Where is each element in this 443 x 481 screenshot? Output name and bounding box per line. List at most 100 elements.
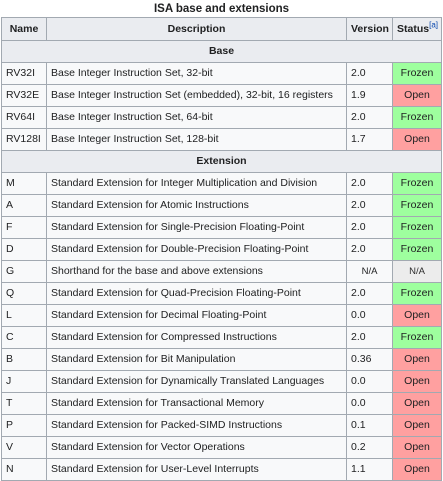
isa-description-cell: Base Integer Instruction Set (embedded),… [46,84,347,107]
isa-version-cell: N/A [346,260,393,283]
isa-description-cell: Standard Extension for Atomic Instructio… [46,194,347,217]
table-row: P Standard Extension for Packed-SIMD Inst… [1,414,442,437]
table-body: Base RV32I Base Integer Instruction Set, 3… [1,40,442,481]
status-badge: Open [392,348,442,371]
isa-name-cell: B [1,348,47,371]
status-badge: Open [392,370,442,393]
table-caption: ISA base and extensions [153,3,290,15]
section-title: Base [1,40,442,63]
isa-version-cell: 1.9 [346,84,393,107]
status-badge: N/A [392,260,442,283]
isa-version-cell: 0.0 [346,392,393,415]
isa-description-cell: Standard Extension for Packed-SIMD Instr… [46,414,347,437]
table-row: A Standard Extension for Atomic Instructi… [1,194,442,217]
isa-name-cell: RV32I [1,62,47,85]
table-row: G Shorthand for the base and above extens… [1,260,442,283]
isa-description-cell: Standard Extension for Double-Precision … [46,238,347,261]
table-row: J Standard Extension for Dynamically Tran… [1,370,442,393]
isa-version-cell: 1.1 [346,458,393,481]
table-row: V Standard Extension for Vector Operation… [1,436,442,459]
isa-description-cell: Base Integer Instruction Set, 32-bit [46,62,347,85]
column-header-name: Name [1,17,47,41]
isa-description-cell: Standard Extension for Decimal Floating-… [46,304,347,327]
isa-version-cell: 0.2 [346,436,393,459]
isa-name-cell: P [1,414,47,437]
isa-description-cell: Standard Extension for Dynamically Trans… [46,370,347,393]
table-row: D Standard Extension for Double-Precision… [1,238,442,261]
isa-description-cell: Standard Extension for User-Level Interr… [46,458,347,481]
isa-version-cell: 2.0 [346,326,393,349]
table-row: T Standard Extension for Transactional Me… [1,392,442,415]
isa-version-cell: 2.0 [346,238,393,261]
status-badge: Open [392,392,442,415]
status-badge: Open [392,84,442,107]
column-header-status: Status[a] [392,17,442,41]
table-row: L Standard Extension for Decimal Floating… [1,304,442,327]
status-badge: Frozen [392,172,442,195]
table-row: RV32I Base Integer Instruction Set, 32-bi… [1,62,442,85]
isa-version-cell: 2.0 [346,62,393,85]
isa-name-cell: T [1,392,47,415]
table-row: RV32E Base Integer Instruction Set (embed… [1,84,442,107]
table-row: F Standard Extension for Single-Precision… [1,216,442,239]
status-badge: Frozen [392,216,442,239]
isa-description-cell: Base Integer Instruction Set, 128-bit [46,128,347,151]
isa-description-cell: Standard Extension for Compressed Instru… [46,326,347,349]
isa-version-cell: 1.7 [346,128,393,151]
status-badge: Frozen [392,194,442,217]
column-header-description: Description [46,17,347,41]
isa-description-cell: Standard Extension for Vector Operations [46,436,347,459]
status-badge: Open [392,128,442,151]
footnote-ref-link[interactable]: [a] [429,20,438,30]
isa-name-cell: N [1,458,47,481]
status-badge: Open [392,414,442,437]
table-row: RV64I Base Integer Instruction Set, 64-bi… [1,106,442,129]
isa-name-cell: M [1,172,47,195]
isa-name-cell: RV64I [1,106,47,129]
isa-version-cell: 0.0 [346,304,393,327]
table-row: B Standard Extension for Bit Manipulation… [1,348,442,371]
isa-description-cell: Standard Extension for Single-Precision … [46,216,347,239]
isa-version-cell: 0.0 [346,370,393,393]
table-row: N Standard Extension for User-Level Inter… [1,458,442,481]
isa-table: Name Description Version Status[a] Base R… [1,17,442,481]
isa-description-cell: Base Integer Instruction Set, 64-bit [46,106,347,129]
status-badge: Open [392,304,442,327]
isa-name-cell: J [1,370,47,393]
isa-version-cell: 0.36 [346,348,393,371]
isa-name-cell: A [1,194,47,217]
isa-name-cell: D [1,238,47,261]
status-badge: Frozen [392,106,442,129]
isa-description-cell: Standard Extension for Transactional Mem… [46,392,347,415]
isa-version-cell: 0.1 [346,414,393,437]
table-row: Q Standard Extension for Quad-Precision F… [1,282,442,305]
status-badge: Frozen [392,62,442,85]
isa-name-cell: G [1,260,47,283]
isa-description-cell: Standard Extension for Quad-Precision Fl… [46,282,347,305]
isa-name-cell: V [1,436,47,459]
isa-version-cell: 2.0 [346,194,393,217]
column-header-version: Version [346,17,393,41]
table-row: C Standard Extension for Compressed Instr… [1,326,442,349]
section-title: Extension [1,150,442,173]
isa-version-cell: 2.0 [346,172,393,195]
isa-version-cell: 2.0 [346,216,393,239]
isa-name-cell: RV128I [1,128,47,151]
isa-name-cell: Q [1,282,47,305]
table-header-row: Name Description Version Status[a] [1,17,442,41]
section-header-row: Extension [1,150,442,173]
isa-version-cell: 2.0 [346,282,393,305]
status-badge: Open [392,458,442,481]
isa-description-cell: Shorthand for the base and above extensi… [46,260,347,283]
status-badge: Frozen [392,326,442,349]
isa-description-cell: Standard Extension for Integer Multiplic… [46,172,347,195]
status-badge: Open [392,436,442,459]
status-header-label: Status [397,23,430,35]
isa-name-cell: RV32E [1,84,47,107]
isa-version-cell: 2.0 [346,106,393,129]
isa-name-cell: F [1,216,47,239]
status-badge: Frozen [392,238,442,261]
isa-name-cell: C [1,326,47,349]
section-header-row: Base [1,40,442,63]
isa-description-cell: Standard Extension for Bit Manipulation [46,348,347,371]
